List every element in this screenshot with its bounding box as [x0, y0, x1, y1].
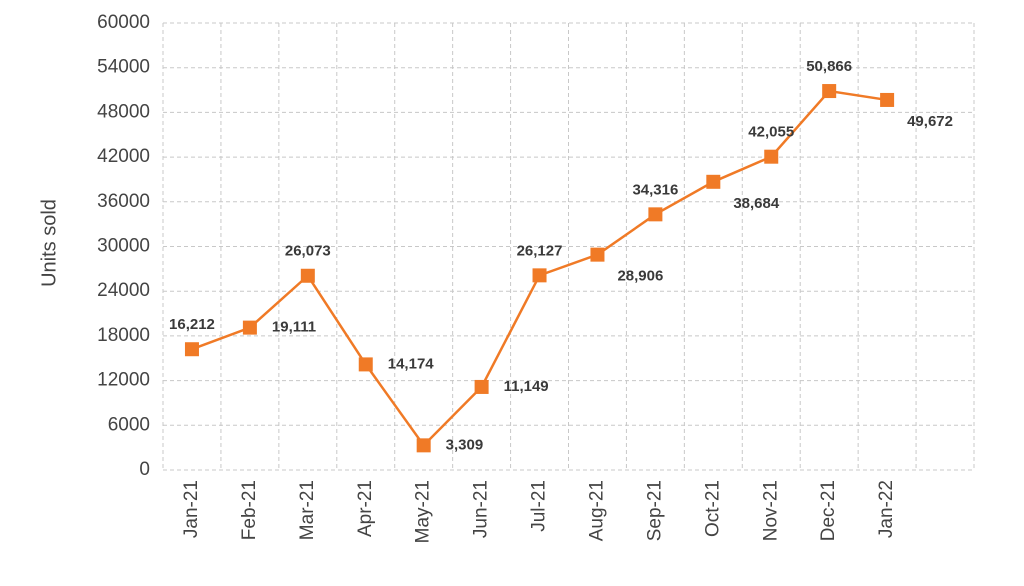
data-label: 49,672	[907, 113, 953, 130]
data-label: 16,212	[169, 316, 215, 333]
x-tick-label: Oct-21	[702, 480, 723, 537]
series-units-sold	[184, 84, 895, 453]
x-tick-label: Jul-21	[529, 480, 550, 532]
y-tick-label: 30000	[97, 236, 150, 257]
y-tick-label: 48000	[97, 101, 150, 122]
x-tick-label: Dec-21	[818, 480, 839, 541]
x-tick-label: Aug-21	[586, 480, 607, 541]
data-point-marker	[532, 268, 547, 283]
x-tick-label: May-21	[413, 480, 434, 543]
data-point-marker	[300, 268, 315, 283]
data-label: 38,684	[733, 195, 780, 212]
data-label: 11,149	[504, 378, 549, 395]
data-point-marker	[880, 92, 895, 107]
y-tick-label: 6000	[108, 414, 150, 435]
x-tick-label: Sep-21	[644, 480, 665, 541]
x-tick-label: Apr-21	[355, 480, 376, 537]
data-point-marker	[648, 207, 663, 222]
x-tick-label: Jan-22	[876, 480, 897, 538]
y-axis-title: Units sold	[38, 199, 60, 287]
data-label: 42,055	[748, 124, 794, 141]
x-tick-label: Jun-21	[471, 480, 492, 538]
data-label: 3,309	[446, 436, 484, 453]
y-tick-label: 36000	[97, 191, 150, 212]
y-tick-label: 24000	[97, 280, 150, 301]
y-axis: 0 6000 12000 18000 24000 30000 36000 42000 48000…	[97, 12, 150, 480]
data-point-marker	[764, 149, 779, 164]
x-tick-label: Nov-21	[760, 480, 781, 541]
y-tick-label: 42000	[97, 146, 150, 167]
grid	[162, 22, 975, 471]
x-tick-label: Mar-21	[297, 480, 318, 540]
x-tick-label: Feb-21	[239, 480, 260, 540]
data-point-marker	[358, 357, 373, 372]
data-point-marker	[822, 84, 837, 99]
data-label: 19,111	[272, 319, 316, 336]
x-tick-label: Jan-21	[181, 480, 202, 538]
data-point-marker	[474, 379, 489, 394]
data-label: 34,316	[632, 181, 678, 198]
y-tick-label: 0	[139, 459, 150, 480]
data-label: 26,073	[285, 243, 331, 260]
x-axis: Jan-21 Feb-21 Mar-21 Apr-21 May-21 Jun-21 Jul-…	[181, 480, 897, 543]
y-tick-label: 18000	[97, 325, 150, 346]
data-point-marker	[706, 174, 721, 189]
y-tick-label: 54000	[97, 57, 150, 78]
data-label: 28,906	[617, 268, 663, 285]
data-point-marker	[242, 320, 257, 335]
data-point-marker	[184, 342, 199, 357]
data-label: 14,174	[388, 355, 435, 372]
data-label: 26,127	[517, 242, 563, 259]
y-tick-label: 60000	[97, 12, 150, 33]
data-labels: 16,212 19,111 26,073 14,174 3,309 11,149 26,12…	[169, 58, 953, 453]
y-tick-label: 12000	[97, 370, 150, 391]
data-point-marker	[416, 438, 431, 453]
data-label: 50,866	[806, 58, 852, 75]
data-point-marker	[590, 247, 605, 262]
